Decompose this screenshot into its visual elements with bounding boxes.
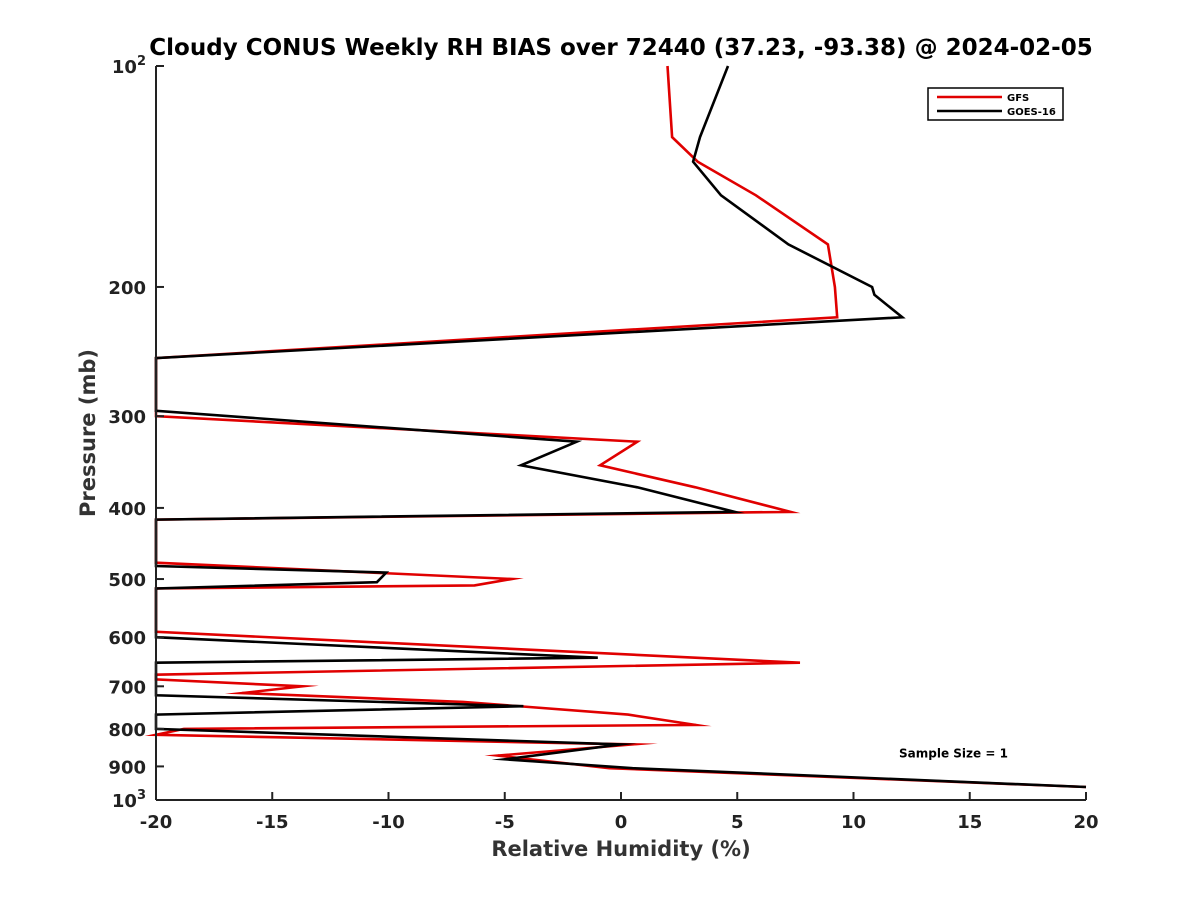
- y-tick-label: 800: [108, 720, 146, 741]
- legend-label: GFS: [1007, 93, 1029, 104]
- y-tick-label: 700: [108, 677, 146, 698]
- y-tick-label: 900: [108, 757, 146, 778]
- y-tick-label: 300: [108, 407, 146, 428]
- legend-box: [927, 87, 1064, 121]
- x-tick-label: 20: [1073, 812, 1098, 833]
- y-tick-label: 200: [108, 278, 146, 299]
- legend: GFS GOES-16: [927, 87, 1064, 121]
- legend-label: GOES-16: [1007, 107, 1056, 118]
- y-ticks: 102 200 300 400 500 600 700 800 900 103: [108, 54, 164, 812]
- y-tick-label: 102: [112, 54, 146, 78]
- x-tick-label: -5: [495, 812, 515, 833]
- y-tick-label: 600: [108, 628, 146, 649]
- plot-area: -20 -15 -10 -5 0 5 10 15 20 102 200 300 400 500 600 70…: [108, 54, 1098, 833]
- y-tick-label: 103: [112, 788, 146, 812]
- x-ticks: -20 -15 -10 -5 0 5 10 15 20: [140, 792, 1099, 833]
- y-axis-label: Pressure (mb): [76, 349, 100, 517]
- x-axis-label: Relative Humidity (%): [491, 837, 750, 861]
- x-tick-label: 10: [841, 812, 866, 833]
- x-tick-label: 15: [957, 812, 982, 833]
- x-tick-label: -10: [372, 812, 405, 833]
- x-tick-label: -20: [140, 812, 173, 833]
- x-tick-label: 0: [615, 812, 628, 833]
- y-tick-label: 500: [108, 570, 146, 591]
- y-tick-label: 400: [108, 499, 146, 520]
- annotation-sample-size: Sample Size = 1: [899, 746, 1008, 760]
- x-tick-label: -15: [256, 812, 289, 833]
- series-line-gfs: [144, 65, 1087, 789]
- annotations: Sample Size = 1: [899, 746, 1008, 760]
- chart-title: Cloudy CONUS Weekly RH BIAS over 72440 (…: [149, 35, 1092, 61]
- x-tick-label: 5: [731, 812, 744, 833]
